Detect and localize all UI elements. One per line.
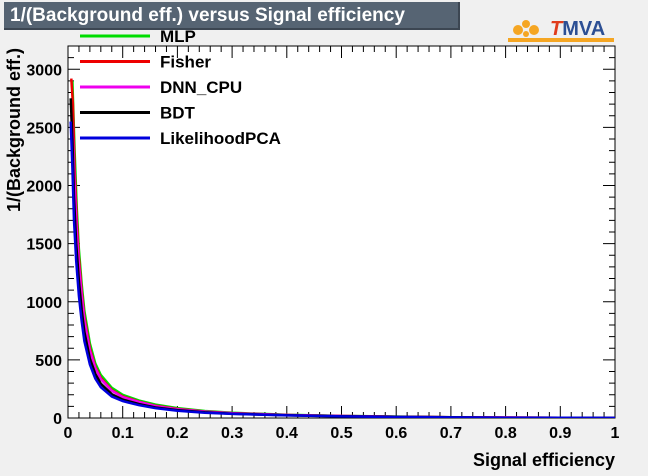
x-tick-label: 0.4 xyxy=(276,425,298,442)
legend-label-likelihoodpca: LikelihoodPCA xyxy=(160,129,281,148)
y-tick-label: 1500 xyxy=(26,237,62,254)
y-tick-label: 2500 xyxy=(26,120,62,137)
tmva-logo-t: T xyxy=(550,18,563,40)
legend-label-fisher: Fisher xyxy=(160,53,211,72)
tmva-logo-bar xyxy=(508,38,614,42)
y-tick-label: 3000 xyxy=(26,62,62,79)
x-tick-label: 0.2 xyxy=(166,425,188,442)
x-axis-label: Signal efficiency xyxy=(473,450,615,470)
y-tick-label: 500 xyxy=(35,353,62,370)
legend-label-dnn_cpu: DNN_CPU xyxy=(160,78,242,97)
x-tick-label: 0.5 xyxy=(330,425,352,442)
x-tick-label: 0.6 xyxy=(385,425,407,442)
tmva-logo: TMVA xyxy=(550,18,605,40)
y-tick-label: 2000 xyxy=(26,179,62,196)
y-tick-label: 1000 xyxy=(26,295,62,312)
x-tick-label: 0.7 xyxy=(440,425,462,442)
legend-label-bdt: BDT xyxy=(160,104,196,123)
y-tick-label: 0 xyxy=(53,411,62,428)
tmva-logo-icon xyxy=(513,20,539,37)
plot-area xyxy=(67,45,616,419)
x-tick-label: 0.1 xyxy=(112,425,134,442)
x-tick-label: 0.3 xyxy=(221,425,243,442)
x-tick-label: 1 xyxy=(611,425,620,442)
y-axis-label: 1/(Background eff.) xyxy=(4,48,24,212)
series-line-likelihoodpca xyxy=(69,121,615,418)
tmva-logo-rest: MVA xyxy=(562,18,606,40)
x-tick-label: 0 xyxy=(64,425,73,442)
legend-label-mlp: MLP xyxy=(160,27,196,46)
x-tick-label: 0.9 xyxy=(549,425,571,442)
x-tick-label: 0.8 xyxy=(494,425,516,442)
chart-title: 1/(Background eff.) versus Signal effici… xyxy=(4,2,460,30)
